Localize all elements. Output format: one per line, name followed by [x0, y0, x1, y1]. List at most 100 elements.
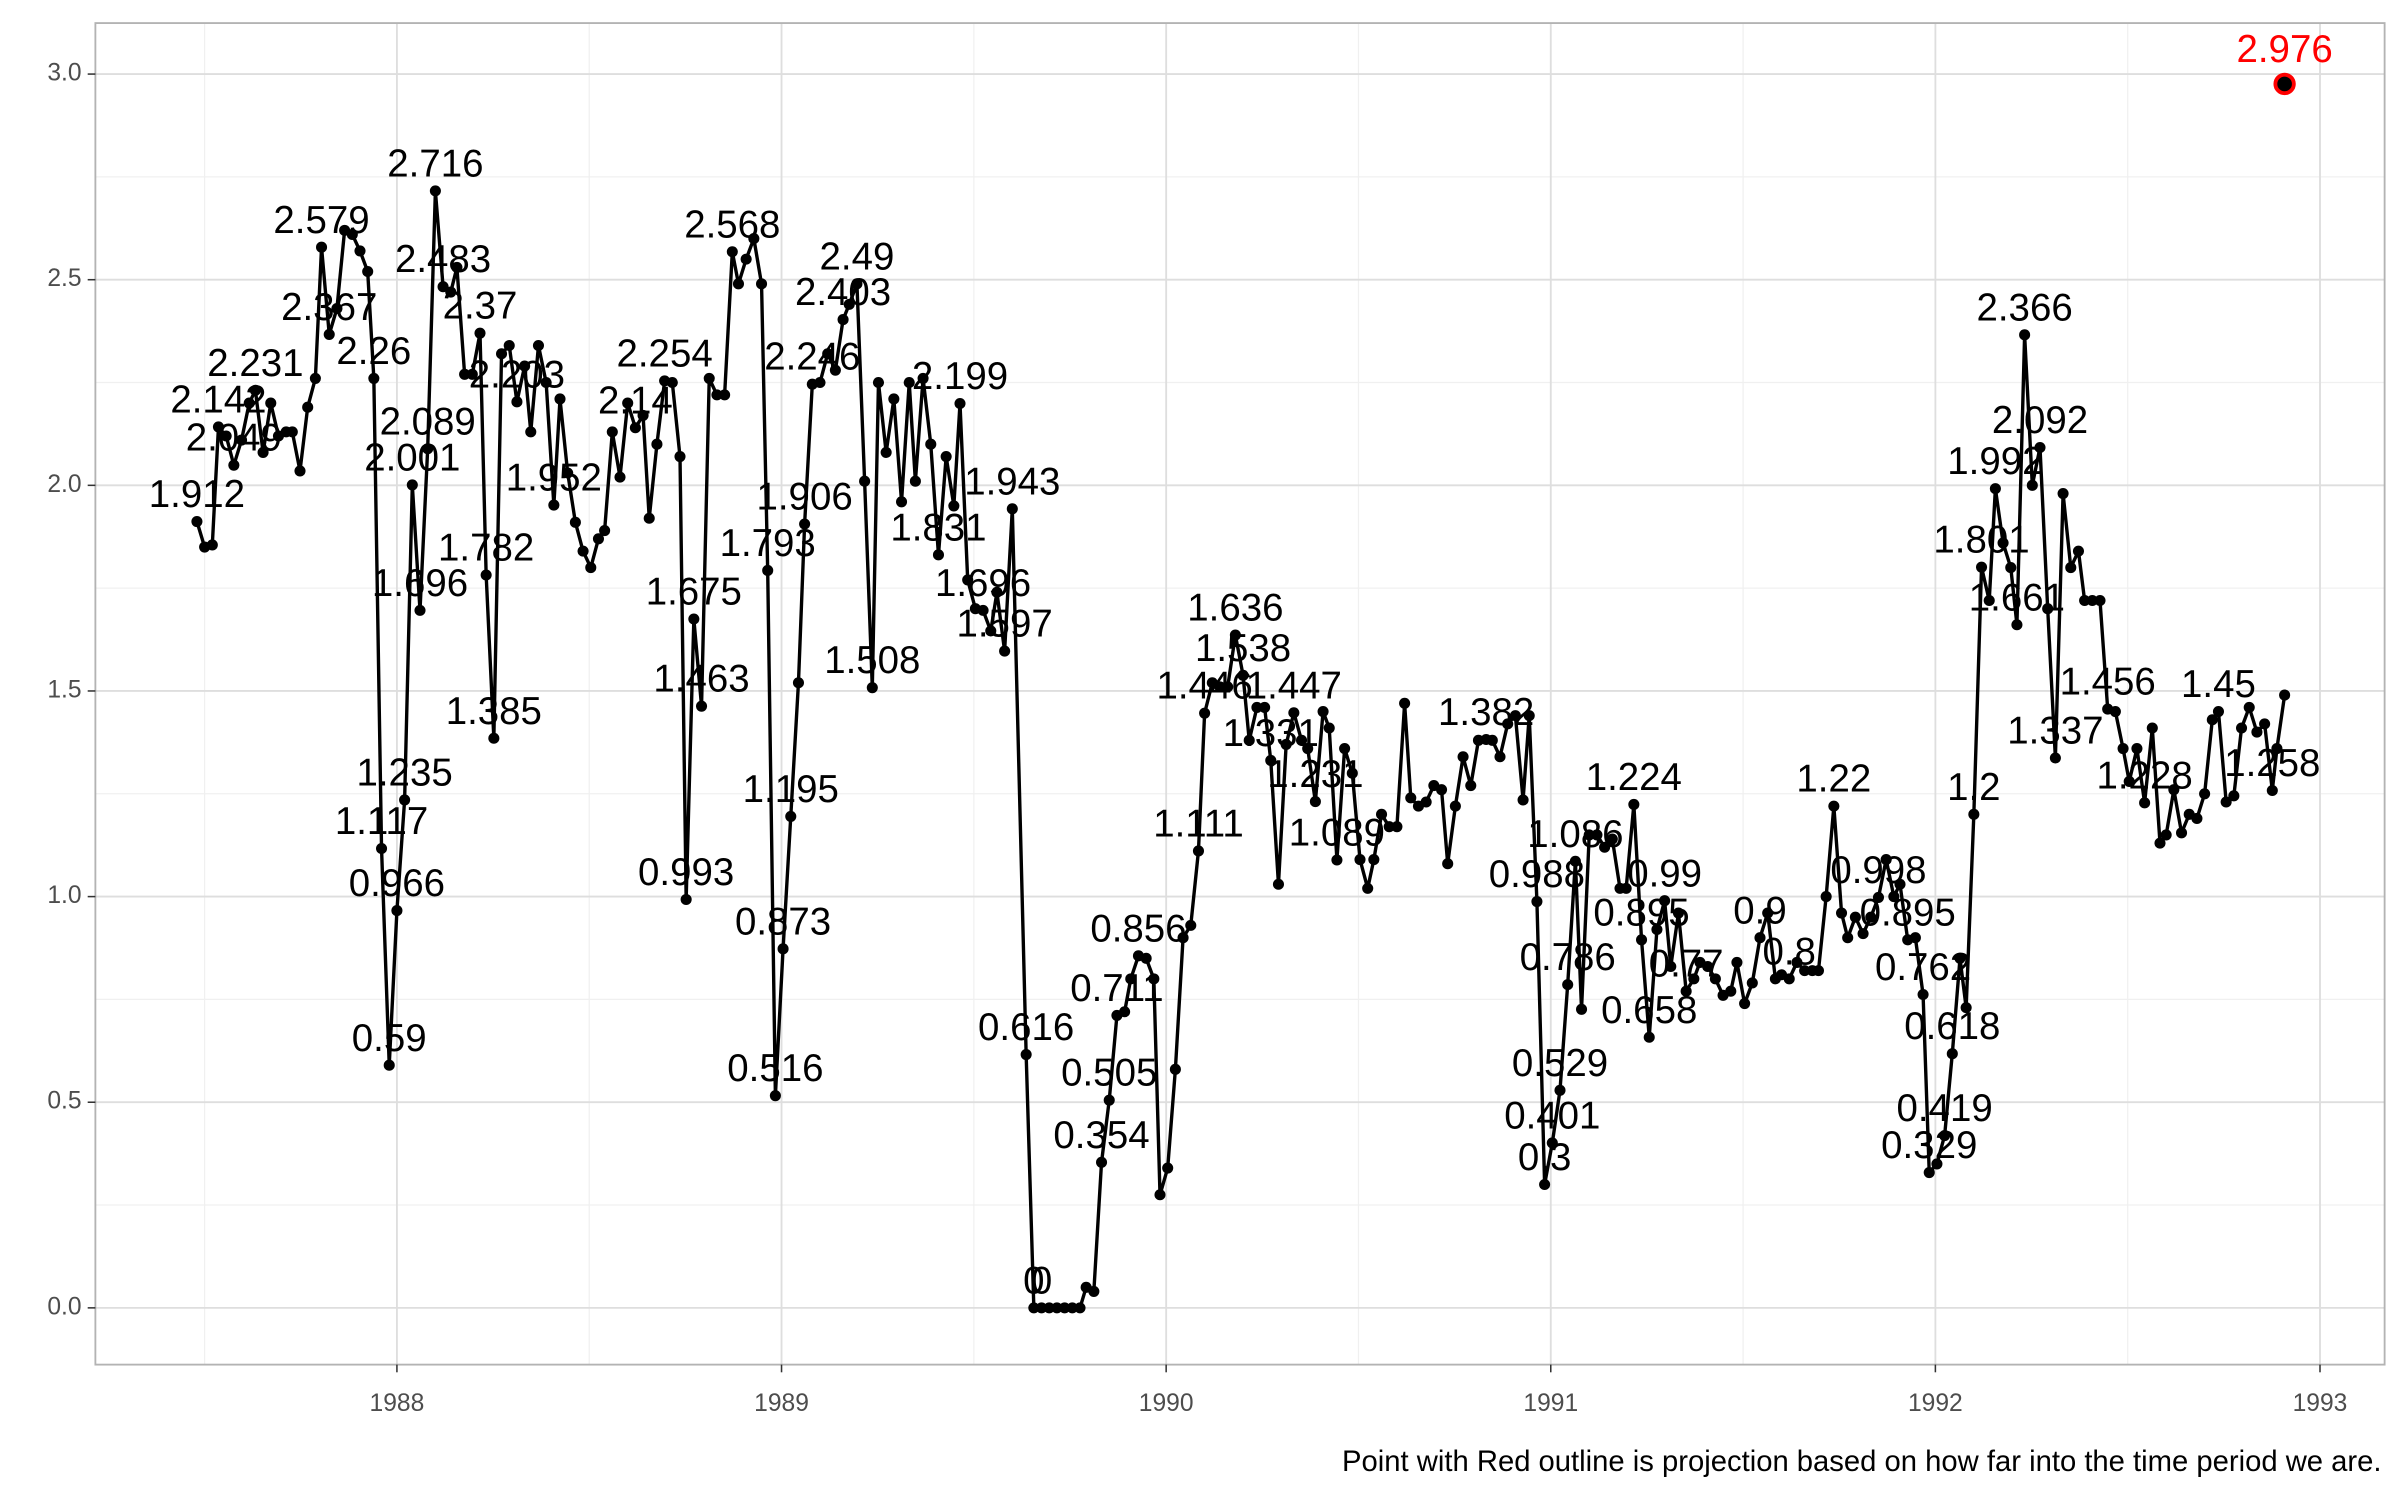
data-point — [777, 943, 789, 955]
data-point — [1177, 932, 1189, 944]
data-point — [1606, 833, 1618, 845]
data-label: 0.516 — [727, 1047, 823, 1090]
data-point — [1857, 928, 1869, 940]
data-point — [732, 278, 744, 290]
data-point — [925, 438, 937, 450]
data-point — [249, 384, 261, 396]
data-point — [740, 253, 752, 265]
data-point — [799, 518, 811, 530]
data-label: 0.873 — [735, 900, 831, 943]
data-label: 1.331 — [1223, 712, 1319, 755]
data-point — [1939, 1130, 1951, 1142]
data-point — [1296, 734, 1308, 746]
data-point — [1229, 629, 1241, 641]
data-point — [525, 426, 537, 438]
data-point — [2154, 837, 2166, 849]
data-label: 1.2 — [1947, 766, 2000, 809]
data-point — [1849, 911, 1861, 923]
data-label: 0.895 — [1860, 891, 1956, 934]
data-label: 2.199 — [912, 355, 1008, 398]
data-label: 1.508 — [824, 639, 920, 682]
data-point — [2259, 718, 2271, 730]
data-point — [1251, 701, 1263, 713]
data-label: 2.14 — [598, 379, 673, 422]
data-label: 1.661 — [1969, 576, 2065, 619]
data-point — [391, 905, 403, 917]
data-label: 2.203 — [469, 353, 565, 396]
data-point — [2019, 329, 2031, 341]
data-point — [1399, 697, 1411, 709]
data-point — [880, 446, 892, 458]
data-point — [917, 372, 929, 384]
data-label: 1.337 — [2007, 710, 2103, 753]
data-point — [532, 339, 544, 352]
data-point — [1222, 681, 1234, 693]
data-point — [1383, 821, 1395, 833]
data-point — [1576, 1003, 1588, 1015]
data-point — [1509, 710, 1521, 722]
data-label: 1.228 — [2096, 754, 2192, 797]
projection-point — [2273, 72, 2296, 96]
data-point — [1465, 780, 1477, 792]
data-point — [872, 376, 885, 389]
data-point — [1036, 1302, 1048, 1314]
data-point — [376, 842, 388, 855]
data-point — [1354, 854, 1366, 866]
data-point — [1828, 800, 1840, 812]
data-label: 2.26 — [336, 330, 411, 373]
data-point — [762, 564, 774, 577]
data-label: 0 — [1031, 1259, 1052, 1302]
data-point — [1309, 796, 1321, 808]
data-point — [480, 569, 492, 581]
data-point — [1154, 1189, 1166, 1201]
data-label: 2.231 — [207, 342, 303, 385]
data-point — [666, 376, 678, 389]
data-point — [585, 562, 597, 574]
data-label: 0.77 — [1649, 943, 1724, 986]
data-point — [1449, 800, 1461, 812]
data-point — [1739, 997, 1751, 1010]
data-point — [1185, 919, 1197, 931]
data-point — [406, 479, 418, 491]
y-tick-label: 0.5 — [47, 1088, 81, 1115]
y-tick-label: 1.0 — [47, 882, 81, 909]
data-point — [368, 372, 380, 384]
x-tick-label: 1993 — [2293, 1390, 2348, 1417]
data-point — [1754, 932, 1766, 944]
data-point — [977, 604, 989, 616]
data-label: 1.831 — [890, 506, 986, 549]
data-point — [1169, 1063, 1181, 1075]
data-point — [331, 302, 343, 315]
data-label: 1.538 — [1195, 627, 1291, 670]
data-point — [562, 467, 574, 479]
grid-layer — [95, 23, 2385, 1365]
data-point — [1836, 907, 1848, 919]
data-point — [445, 286, 457, 298]
data-label: 0.658 — [1601, 989, 1697, 1032]
data-point — [1237, 669, 1249, 681]
data-label: 2.366 — [1976, 286, 2072, 329]
data-label: 2.49 — [820, 235, 895, 278]
data-point — [2131, 743, 2143, 755]
data-point — [496, 348, 508, 360]
data-label: 0.762 — [1875, 946, 1971, 989]
data-point — [674, 451, 686, 463]
data-point — [1997, 537, 2009, 549]
data-point — [954, 397, 966, 410]
data-point — [1020, 1048, 1032, 1061]
data-point — [1317, 705, 1329, 718]
data-point — [991, 586, 1003, 598]
data-point — [1731, 956, 1743, 968]
data-point — [896, 496, 908, 508]
data-label: 1.446 — [1156, 665, 1252, 708]
data-label: 1.086 — [1527, 813, 1623, 856]
data-point — [1051, 1302, 1063, 1314]
data-label: 0.529 — [1512, 1042, 1608, 1085]
data-label: 1.636 — [1187, 587, 1283, 630]
data-point — [1339, 743, 1351, 755]
data-point — [785, 810, 797, 822]
data-point — [1457, 751, 1469, 763]
data-label: 1.111 — [1153, 802, 1244, 845]
data-point — [814, 376, 826, 389]
